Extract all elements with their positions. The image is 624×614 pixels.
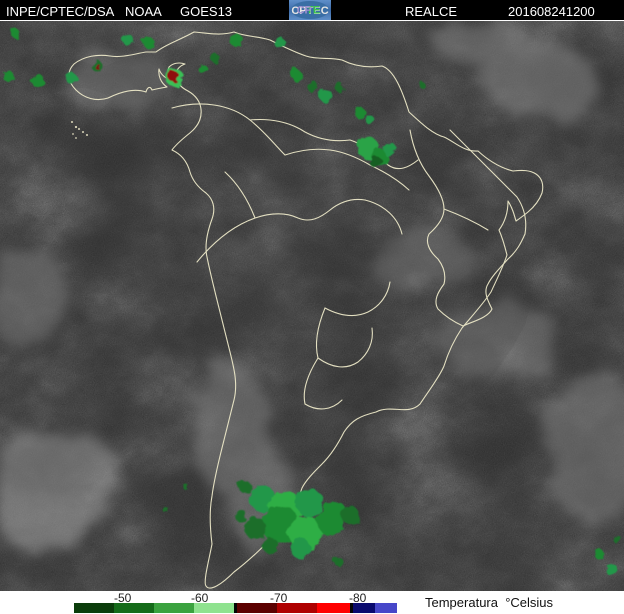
svg-text:CP: CP xyxy=(297,5,312,17)
